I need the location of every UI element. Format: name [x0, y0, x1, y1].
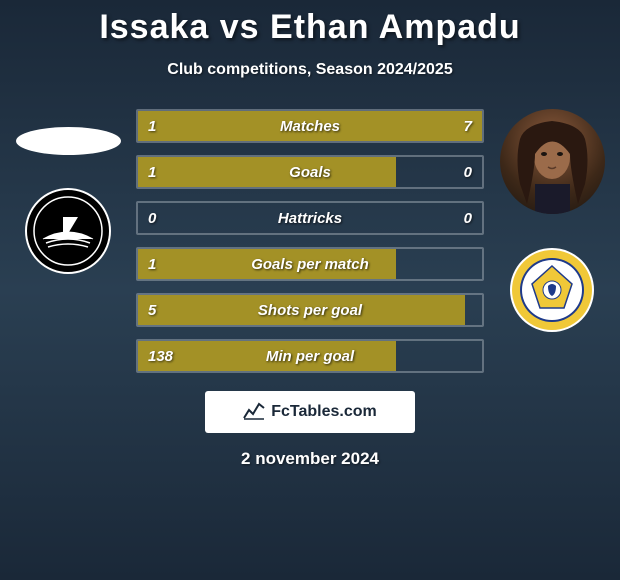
stat-value-left: 5 [148, 302, 156, 319]
stat-value-right: 0 [464, 210, 472, 227]
page-title: Issaka vs Ethan Ampadu [0, 0, 620, 47]
player1-club-badge [18, 187, 118, 275]
stat-label: Shots per goal [258, 302, 362, 319]
attribution-text: FcTables.com [271, 403, 377, 421]
chart-icon [243, 400, 265, 425]
stat-row: 1 0 Goals [136, 155, 484, 189]
stat-value-left: 1 [148, 256, 156, 273]
stat-row: 1 Goals per match [136, 247, 484, 281]
subtitle: Club competitions, Season 2024/2025 [0, 61, 620, 79]
stat-value-left: 0 [148, 210, 156, 227]
date-text: 2 november 2024 [0, 449, 620, 469]
left-side [8, 109, 128, 385]
stat-label: Matches [280, 118, 340, 135]
stat-row: 5 Shots per goal [136, 293, 484, 327]
player1-avatar [16, 127, 121, 155]
attribution-badge: FcTables.com [205, 391, 415, 433]
stat-bars: 1 7 Matches 1 0 Goals 0 0 Hattricks 1 Goals per ma… [128, 109, 492, 385]
bar-fill-left [138, 157, 396, 187]
bar-fill-left [138, 111, 179, 141]
stat-value-left: 1 [148, 118, 156, 135]
stat-value-right: 0 [464, 164, 472, 181]
stat-value-left: 1 [148, 164, 156, 181]
player2-avatar [500, 109, 605, 214]
stat-label: Goals [289, 164, 331, 181]
stat-value-left: 138 [148, 348, 173, 365]
stat-value-right: 7 [464, 118, 472, 135]
stat-label: Hattricks [278, 210, 342, 227]
stat-row: 1 7 Matches [136, 109, 484, 143]
player2-club-badge [502, 246, 602, 334]
right-side [492, 109, 612, 385]
comparison-content: 1 7 Matches 1 0 Goals 0 0 Hattricks 1 Goals per ma… [0, 109, 620, 385]
stat-label: Min per goal [266, 348, 354, 365]
stat-row: 138 Min per goal [136, 339, 484, 373]
stat-label: Goals per match [251, 256, 369, 273]
stat-row: 0 0 Hattricks [136, 201, 484, 235]
